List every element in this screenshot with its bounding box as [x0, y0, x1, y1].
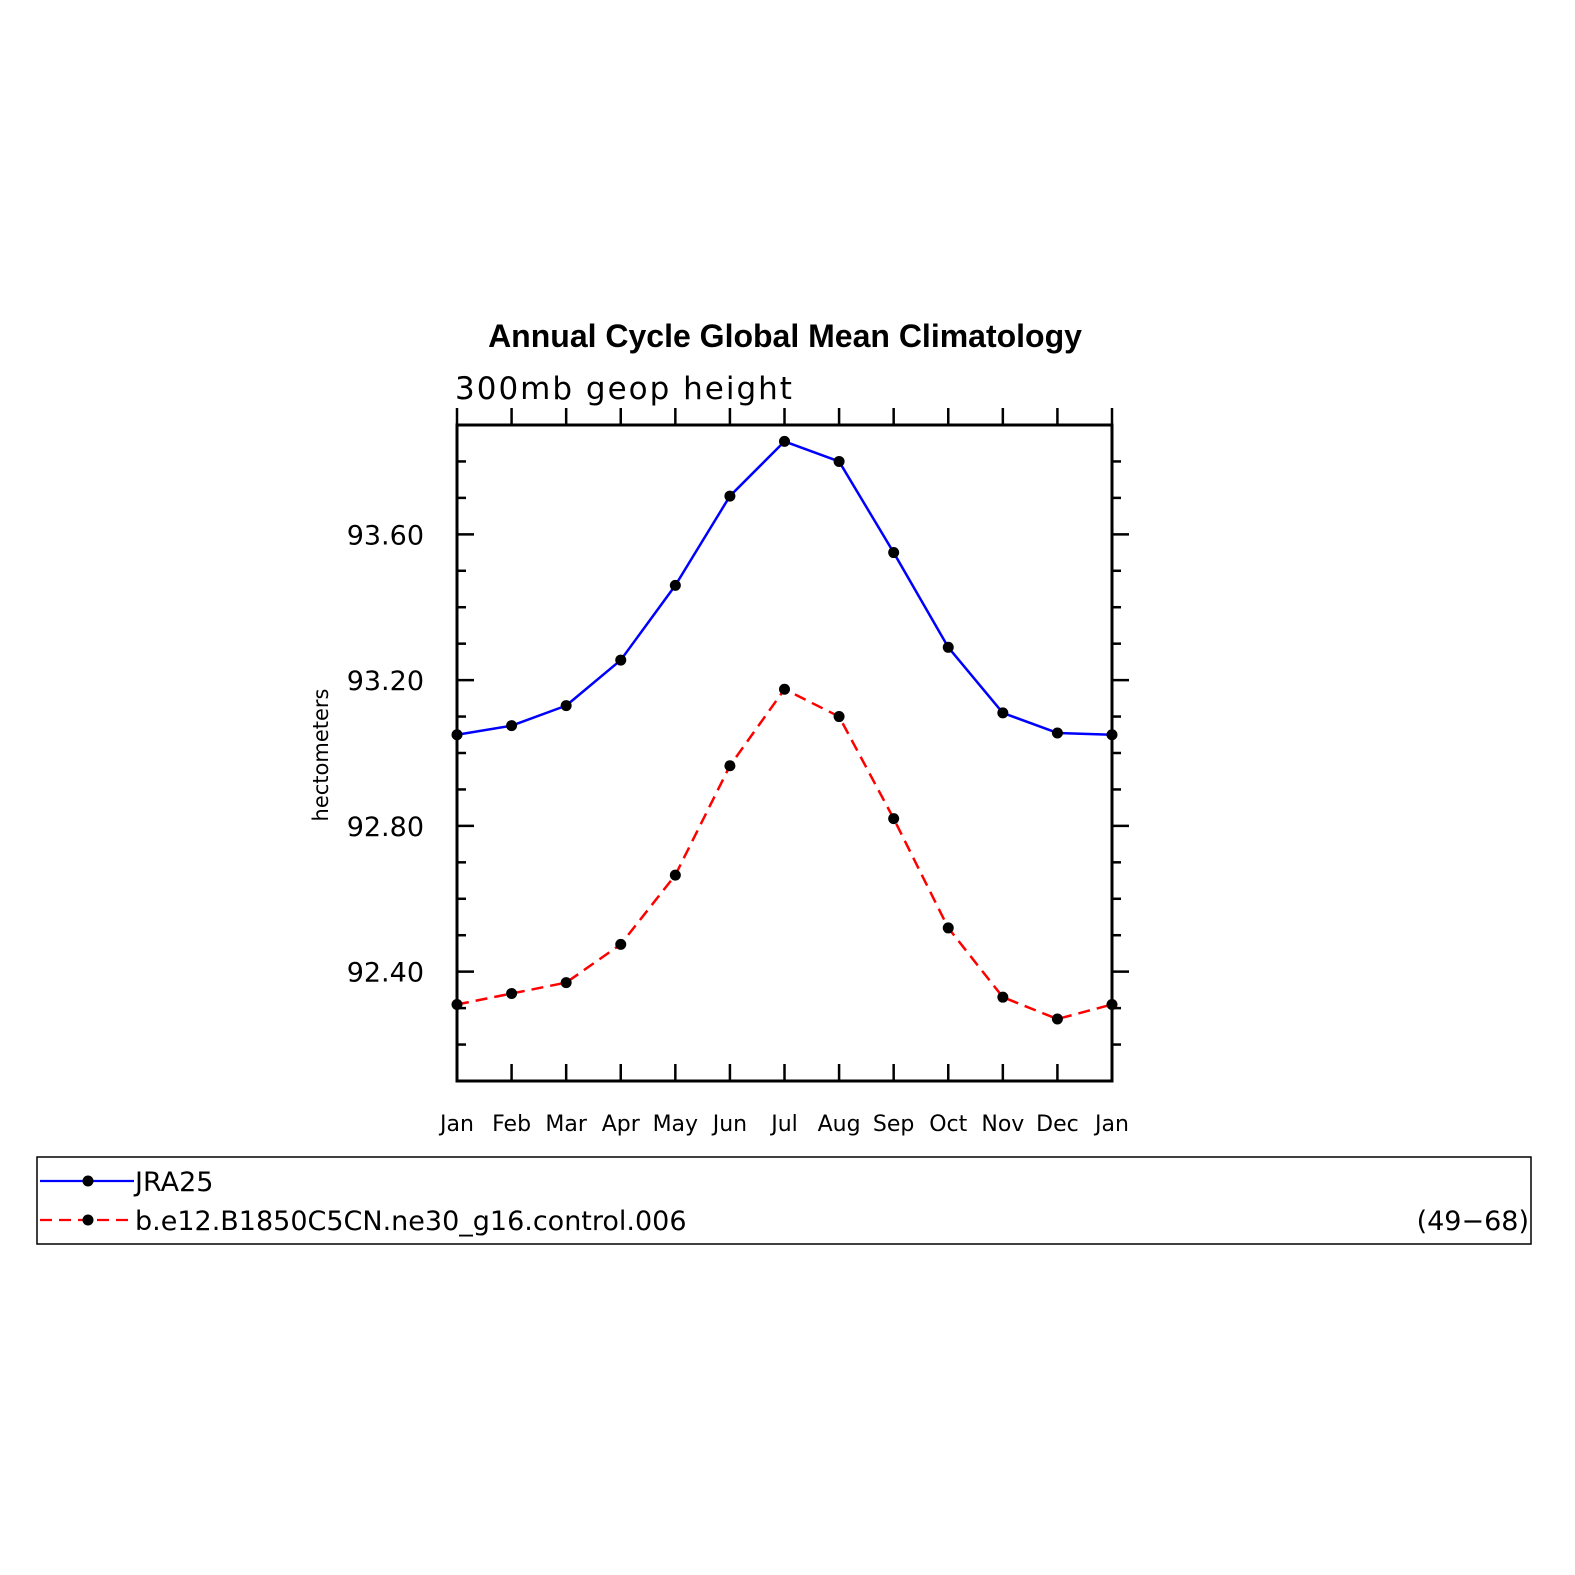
data-point — [669, 579, 681, 591]
data-point — [997, 707, 1009, 719]
legend-label-model: b.e12.B1850C5CN.ne30_g16.control.006 — [135, 1206, 687, 1237]
x-tick-labels: Jan Feb Mar Apr May Jun Jul Aug Sep Oct Nov Dec Jan — [438, 1112, 1129, 1137]
x-tick-label: Feb — [492, 1112, 531, 1137]
x-tick-label: May — [653, 1112, 698, 1137]
data-point — [833, 455, 845, 467]
data-point — [560, 700, 572, 712]
plot-frame — [455, 423, 1114, 1083]
data-point — [888, 547, 900, 559]
y-axis-label: hectometers — [309, 689, 333, 822]
y-tick-labels: 92.40 92.80 93.20 93.60 — [347, 520, 424, 988]
legend-marker-model — [82, 1214, 94, 1226]
data-point — [1051, 1013, 1063, 1025]
data-point — [888, 813, 900, 825]
x-tick-label: Dec — [1036, 1112, 1079, 1137]
chart-subtitle: 300mb geop height — [455, 371, 794, 407]
data-point — [615, 938, 627, 950]
y-tick-label: 93.60 — [347, 520, 424, 551]
x-tick-label: Jul — [769, 1112, 798, 1137]
series-layer — [451, 435, 1118, 1025]
data-point — [779, 435, 790, 447]
data-point — [724, 490, 736, 502]
data-point — [942, 641, 954, 653]
data-point — [942, 922, 954, 934]
data-point — [724, 760, 736, 772]
legend-label-jra25: JRA25 — [133, 1167, 213, 1198]
x-tick-label: Mar — [545, 1112, 587, 1137]
legend-marker-jra25 — [82, 1175, 94, 1187]
chart-title: Annual Cycle Global Mean Climatology — [488, 318, 1082, 354]
x-tick-label: Nov — [981, 1112, 1024, 1137]
legend-box — [36, 1156, 1532, 1245]
series-line-1 — [456, 687, 1113, 1021]
x-tick-label: Oct — [929, 1112, 967, 1137]
x-tick-label: Jan — [1093, 1112, 1129, 1137]
data-point — [615, 654, 627, 666]
data-point — [1051, 727, 1063, 739]
y-tick-label: 93.20 — [347, 666, 424, 697]
y-tick-label: 92.40 — [347, 958, 424, 989]
data-point — [669, 869, 681, 881]
x-tick-label: Jan — [438, 1112, 474, 1137]
data-point — [506, 988, 518, 1000]
x-tick-label: Jun — [711, 1112, 747, 1137]
y-tick-label: 92.80 — [347, 812, 424, 843]
data-point — [560, 977, 572, 989]
x-tick-label: Sep — [873, 1112, 914, 1137]
data-point — [833, 711, 845, 723]
x-tick-label: Aug — [818, 1112, 861, 1137]
x-tick-label: Apr — [602, 1112, 641, 1137]
legend-note: (49−68) — [1417, 1206, 1529, 1237]
data-point — [506, 720, 518, 732]
data-point — [997, 991, 1009, 1003]
data-point — [779, 683, 790, 695]
axis-ticks — [455, 408, 1129, 1081]
legend: JRA25 b.e12.B1850C5CN.ne30_g16.control.0… — [36, 1156, 1532, 1245]
